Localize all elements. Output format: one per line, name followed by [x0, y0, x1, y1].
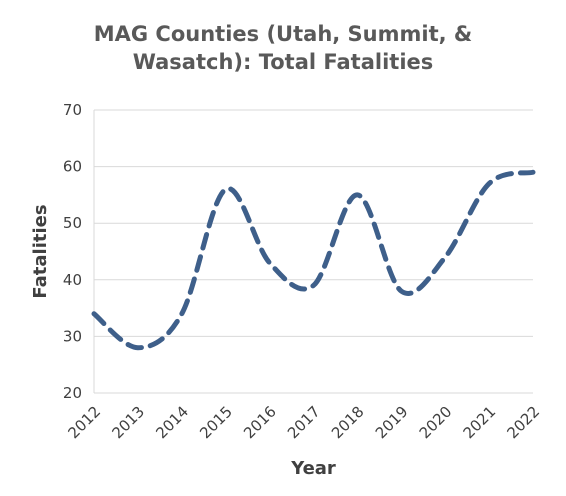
x-axis-title: Year	[290, 458, 336, 479]
y-tick-label: 30	[63, 327, 82, 345]
y-tick-labels: 20 30 40 50 60 70	[63, 101, 82, 402]
chart-title-line-1: MAG Counties (Utah, Summit, &	[93, 22, 473, 46]
x-tick-label: 2016	[240, 403, 280, 443]
y-tick-label: 40	[63, 271, 82, 289]
series-layer	[91, 169, 536, 351]
y-tick-label: 50	[63, 214, 82, 232]
y-tick-label: 60	[63, 158, 82, 176]
chart-title: MAG Counties (Utah, Summit, & Wasatch): …	[0, 20, 566, 76]
series-line	[91, 169, 536, 351]
x-tick-label: 2014	[152, 403, 192, 443]
x-tick-label: 2013	[108, 403, 148, 443]
y-tick-label: 70	[63, 101, 82, 119]
x-tick-label: 2019	[372, 403, 412, 443]
x-tick-label: 2021	[460, 403, 500, 443]
chart-title-line-2: Wasatch): Total Fatalities	[132, 50, 434, 74]
x-tick-label: 2015	[196, 403, 236, 443]
x-tick-label: 2020	[416, 403, 456, 443]
gridlines	[94, 109, 533, 394]
y-tick-label: 20	[63, 384, 82, 402]
x-tick-labels: 2012 2013 2014 2015 2016 2017 2018 2019 2020 2021…	[65, 403, 544, 443]
x-tick-label: 2017	[284, 403, 324, 443]
x-tick-label: 2022	[504, 403, 544, 443]
x-tick-label: 2018	[328, 403, 368, 443]
y-axis-title: Fatalities	[30, 204, 51, 298]
x-tick-label: 2012	[65, 403, 105, 443]
